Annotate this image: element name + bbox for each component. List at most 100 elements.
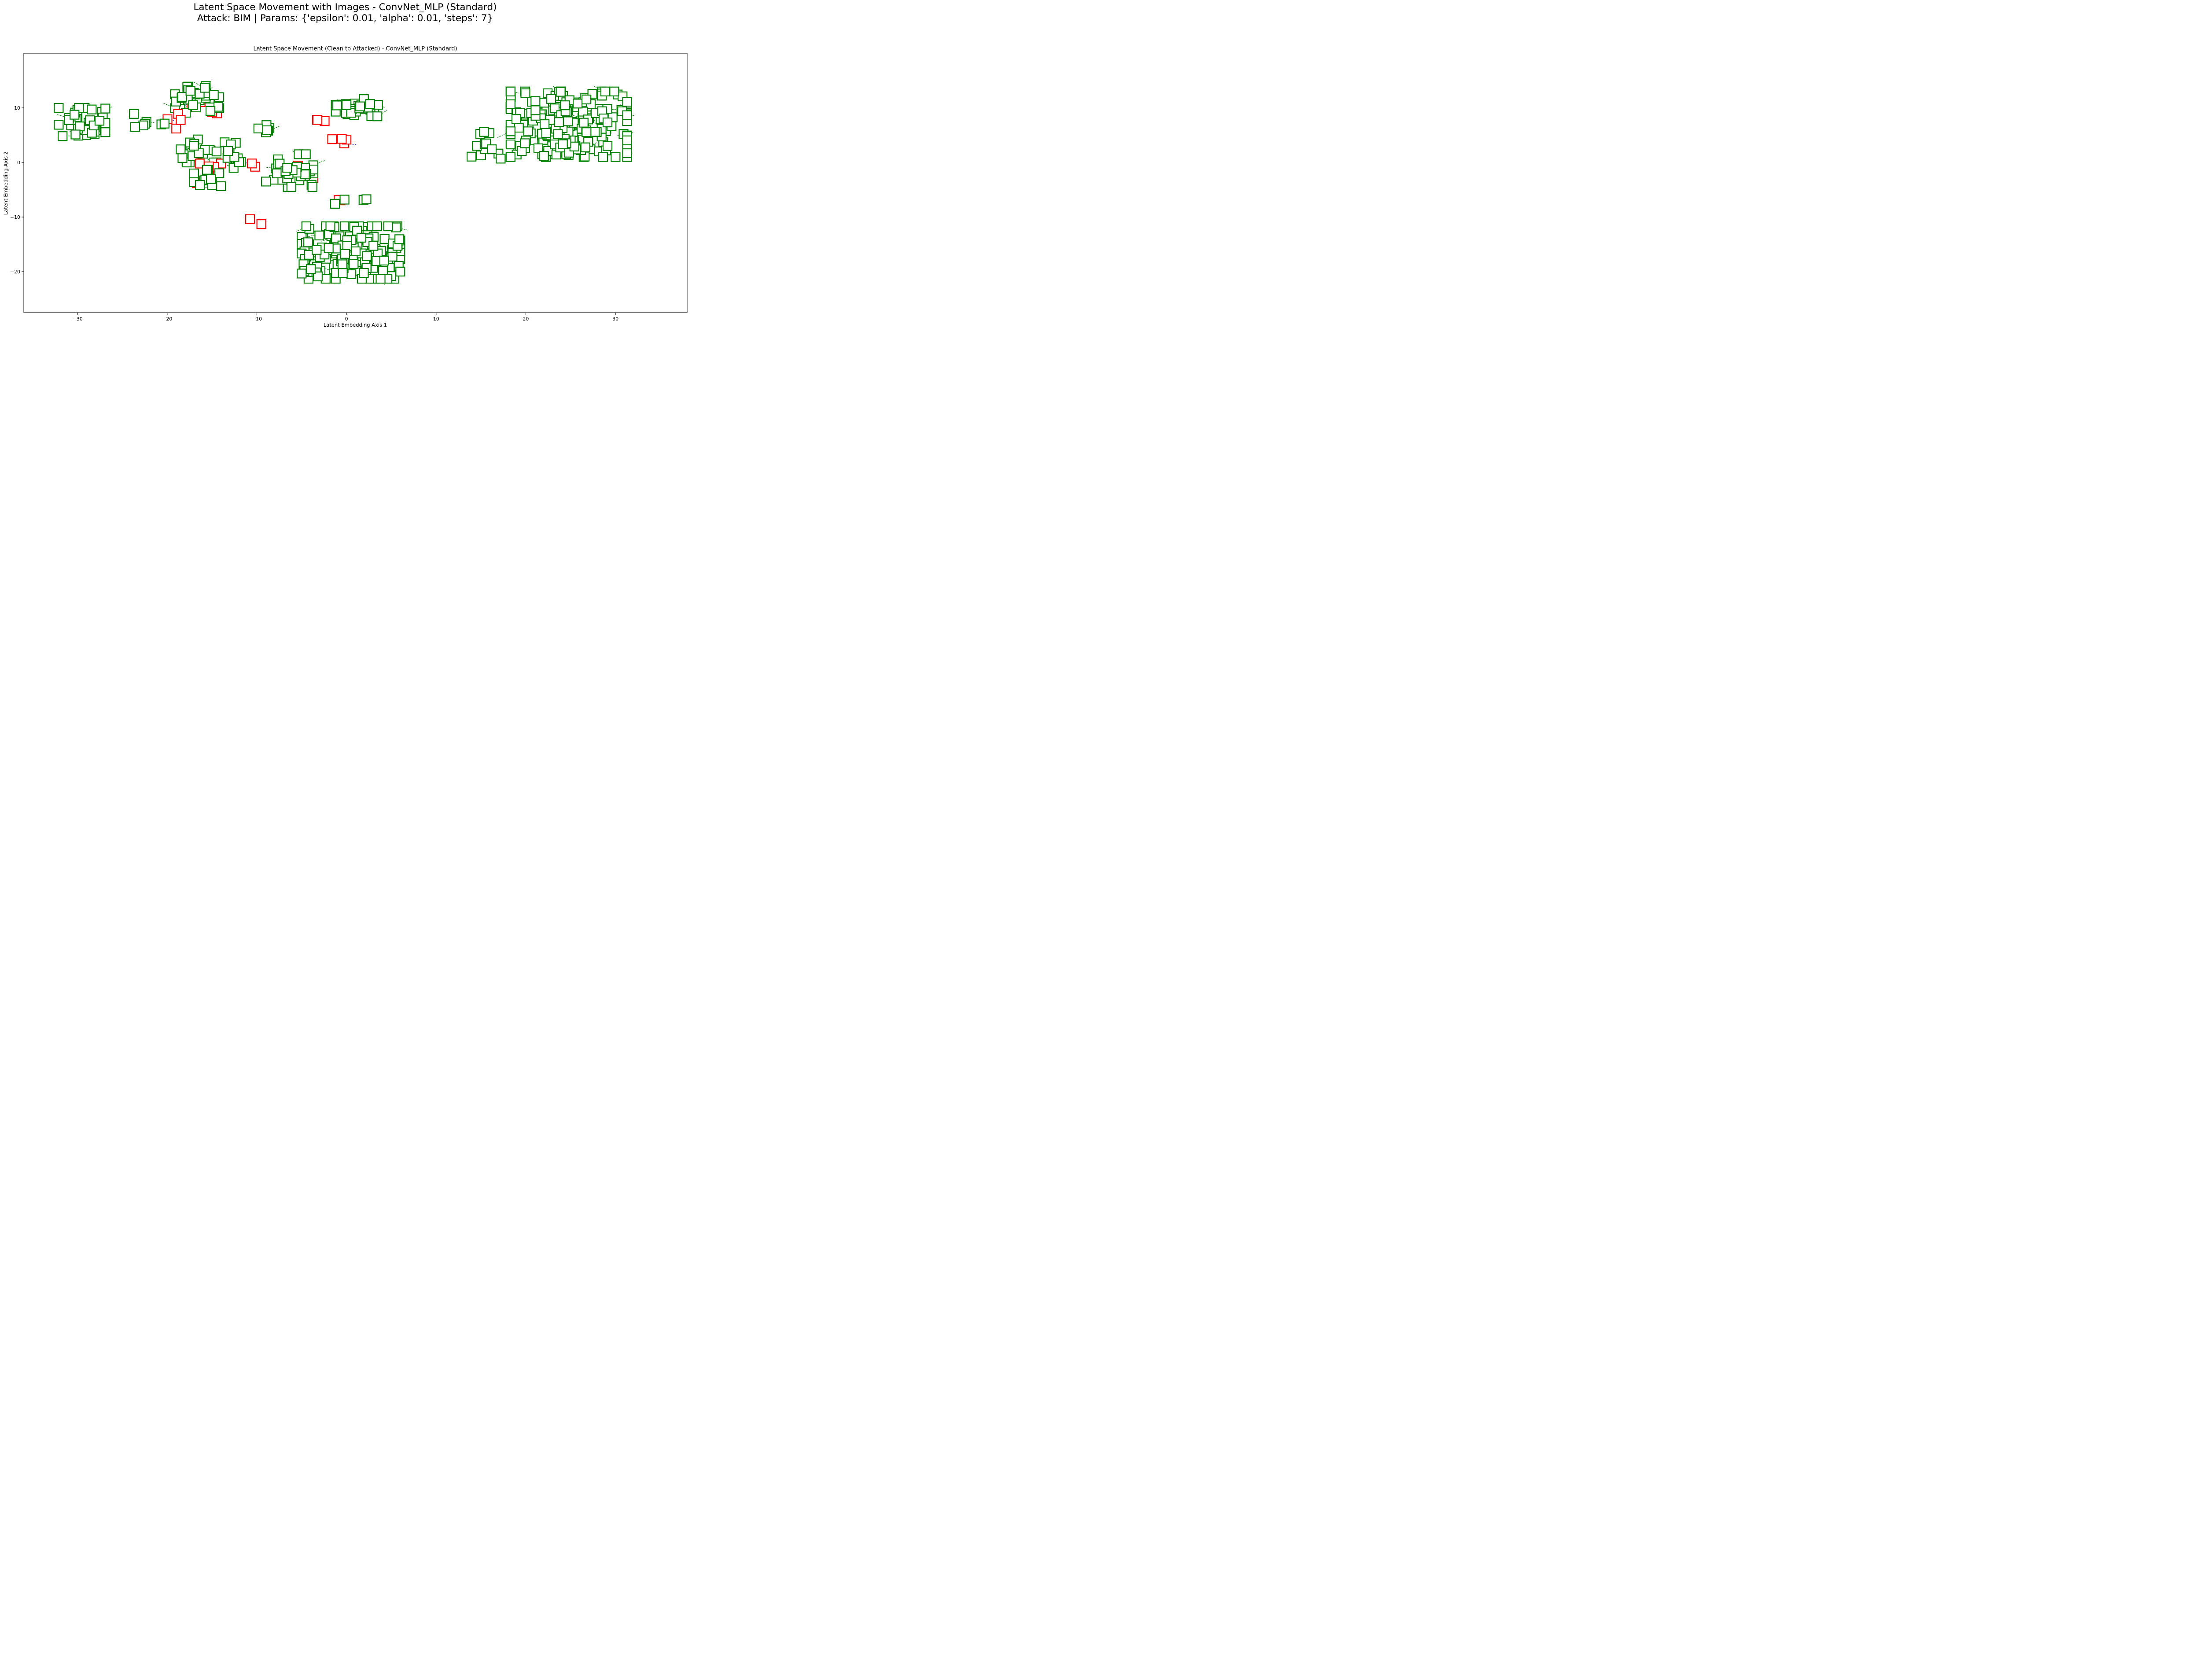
- correct-image-marker: [372, 111, 383, 122]
- correct-image-marker: [569, 141, 579, 151]
- correct-image-marker: [349, 259, 359, 269]
- correct-image-marker: [553, 129, 563, 139]
- correct-image-marker: [362, 251, 372, 261]
- misclassified-image-marker: [176, 115, 186, 125]
- correct-image-marker: [342, 100, 352, 110]
- x-tick-label: 10: [433, 316, 439, 322]
- correct-image-marker: [195, 180, 205, 190]
- plot-frame: [23, 53, 688, 313]
- correct-image-marker: [355, 101, 365, 111]
- correct-image-marker: [58, 131, 68, 141]
- correct-image-marker: [622, 135, 632, 145]
- correct-image-marker: [282, 162, 292, 173]
- correct-image-marker: [541, 128, 551, 138]
- movement-line: [320, 236, 332, 243]
- correct-image-marker: [602, 141, 613, 151]
- correct-image-marker: [368, 241, 379, 251]
- correct-image-marker: [177, 92, 187, 102]
- correct-image-marker: [216, 181, 226, 192]
- movement-line: [377, 110, 388, 117]
- correct-image-marker: [189, 140, 199, 151]
- axis-ticks: −30 −20 −10 0 10 20 30 −20 −10 0 10: [10, 105, 618, 322]
- correct-image-marker: [530, 96, 541, 106]
- correct-image-marker: [479, 127, 489, 137]
- misclassified-image-marker: [256, 219, 266, 229]
- correct-image-marker: [622, 97, 632, 107]
- correct-image-marker: [305, 264, 316, 274]
- figure-suptitle-line2: Attack: BIM | Params: {'epsilon': 0.01, …: [197, 13, 493, 24]
- correct-image-marker: [75, 122, 85, 132]
- correct-image-marker: [505, 126, 515, 136]
- correct-image-marker: [622, 110, 632, 120]
- correct-image-marker: [383, 221, 393, 232]
- correct-image-marker: [361, 194, 372, 204]
- y-tick-label: −10: [10, 214, 20, 220]
- correct-image-marker: [602, 117, 613, 128]
- correct-image-marker: [324, 243, 334, 253]
- correct-image-marker: [70, 129, 81, 140]
- correct-image-marker: [313, 271, 323, 281]
- correct-image-marker: [325, 221, 335, 232]
- correct-image-marker: [375, 274, 386, 284]
- correct-image-marker: [209, 90, 219, 100]
- correct-image-marker: [622, 148, 632, 158]
- correct-image-marker: [286, 182, 296, 192]
- correct-image-marker: [519, 138, 530, 148]
- image-markers: [54, 81, 632, 284]
- correct-image-marker: [511, 114, 522, 124]
- correct-image-marker: [303, 237, 313, 247]
- correct-image-marker: [206, 174, 216, 184]
- movement-line: [303, 234, 316, 239]
- correct-image-marker: [394, 234, 405, 244]
- correct-image-marker: [514, 122, 524, 133]
- correct-image-marker: [486, 144, 497, 155]
- correct-image-marker: [312, 245, 322, 255]
- correct-image-marker: [262, 125, 272, 136]
- correct-image-marker: [590, 127, 600, 137]
- correct-image-marker: [214, 168, 225, 178]
- correct-image-marker: [331, 233, 341, 243]
- correct-image-marker: [211, 146, 221, 157]
- movement-line: [497, 131, 511, 138]
- correct-image-marker: [533, 143, 544, 153]
- x-tick-label: 0: [345, 316, 348, 322]
- correct-image-marker: [307, 182, 317, 192]
- correct-image-marker: [505, 86, 515, 96]
- correct-image-marker: [330, 199, 340, 209]
- correct-image-marker: [337, 259, 347, 269]
- misclassified-image-marker: [245, 214, 255, 224]
- movement-line: [194, 82, 205, 88]
- correct-image-marker: [301, 221, 311, 232]
- correct-image-marker: [540, 119, 550, 129]
- correct-image-marker: [202, 165, 212, 175]
- correct-image-marker: [578, 118, 589, 128]
- misclassified-image-marker: [195, 158, 205, 169]
- correct-image-marker: [272, 168, 282, 178]
- correct-image-marker: [130, 122, 140, 132]
- correct-image-marker: [600, 86, 611, 96]
- movement-line: [609, 109, 622, 111]
- misclassified-image-marker: [337, 134, 347, 144]
- correct-image-marker: [554, 117, 564, 127]
- movement-line: [163, 103, 175, 109]
- correct-image-marker: [350, 246, 361, 256]
- correct-image-marker: [314, 230, 324, 240]
- correct-image-marker: [505, 99, 515, 109]
- x-tick-label: 30: [612, 316, 618, 322]
- correct-image-marker: [194, 148, 204, 158]
- correct-image-marker: [94, 116, 105, 126]
- figure-suptitle-line1: Latent Space Movement with Images - Conv…: [193, 2, 497, 13]
- correct-image-marker: [580, 142, 590, 152]
- correct-image-marker: [338, 268, 348, 278]
- correct-image-marker: [365, 99, 375, 109]
- correct-image-marker: [496, 154, 506, 164]
- misclassified-image-marker: [327, 134, 337, 144]
- correct-image-marker: [372, 221, 383, 232]
- x-tick-label: −30: [73, 316, 83, 322]
- correct-image-marker: [253, 123, 263, 133]
- correct-image-marker: [188, 100, 198, 110]
- x-tick-label: −20: [162, 316, 172, 322]
- correct-image-marker: [176, 144, 186, 155]
- correct-image-marker: [520, 88, 530, 98]
- correct-image-marker: [54, 103, 64, 113]
